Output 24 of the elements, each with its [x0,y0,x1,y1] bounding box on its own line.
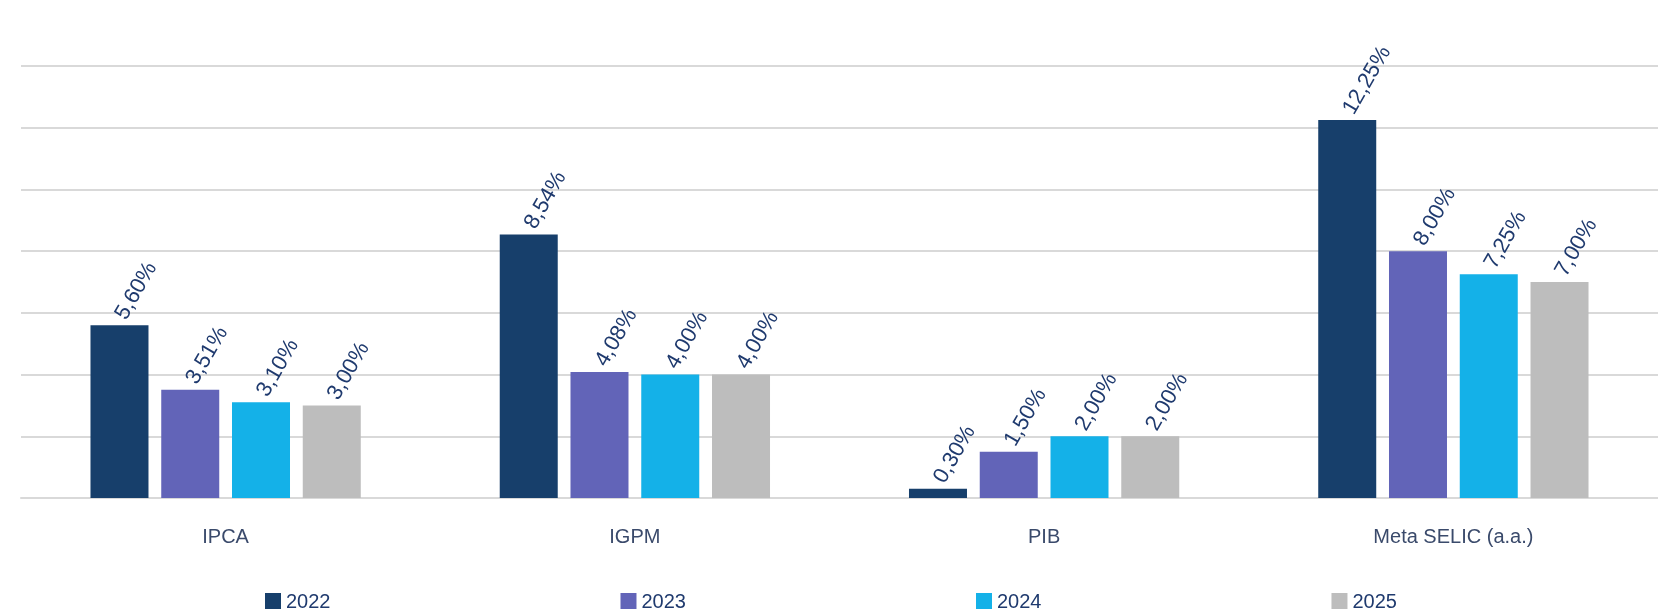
x-tick-label: PIB [1028,525,1061,547]
legend-label: 2023 [641,590,686,612]
bar [1050,436,1109,498]
bar [1459,274,1518,498]
bar [1389,251,1447,498]
legend-label: 2025 [1352,590,1397,612]
legend-label: 2024 [996,590,1042,612]
x-tick-label: Meta SELIC (a.a.) [1373,525,1534,547]
bar [90,325,149,498]
bar [1318,120,1377,498]
legend-label: 2022 [286,590,331,612]
bar [979,451,1038,498]
bar [232,402,291,498]
bar [712,374,771,498]
bar [570,372,629,498]
x-tick-label: IGPM [609,525,661,547]
bar [1121,436,1180,498]
bar [908,488,967,498]
x-tick-label: IPCA [202,525,250,547]
bar [302,405,361,498]
bar [641,374,700,498]
bar [499,234,558,498]
bar [1530,282,1589,498]
bar [161,389,220,498]
